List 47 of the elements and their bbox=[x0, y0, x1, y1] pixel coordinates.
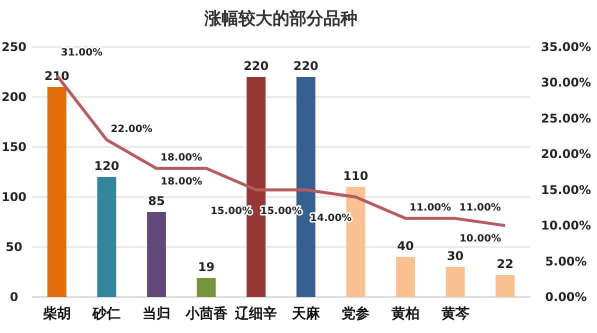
y2-tick-label: 25.00% bbox=[541, 111, 591, 126]
y-tick-label: 150 bbox=[1, 140, 27, 154]
y-tick-label: 0 bbox=[10, 290, 18, 304]
data-label: 22.00% bbox=[110, 124, 152, 135]
data-label: 110 bbox=[343, 169, 368, 183]
data-label: 19 bbox=[198, 260, 215, 274]
x-tick-label: 砂仁 bbox=[92, 306, 121, 322]
x-tick-label: 党参 bbox=[340, 305, 370, 322]
data-label: 40 bbox=[397, 239, 414, 253]
data-label: 10.00% bbox=[459, 234, 502, 245]
y2-tick-label: 35.00% bbox=[541, 40, 591, 54]
bar bbox=[47, 87, 66, 297]
y-tick-label: 100 bbox=[1, 190, 27, 204]
y2-tick-label: 15.00% bbox=[541, 182, 591, 197]
chart-title: 涨幅较大的部分品种 bbox=[204, 9, 358, 29]
bar bbox=[147, 212, 166, 297]
y2-tick-label: 0.00% bbox=[545, 290, 587, 304]
data-label: 30 bbox=[446, 249, 464, 263]
data-label: 18.00% bbox=[160, 176, 202, 188]
data-label: 220 bbox=[244, 59, 269, 73]
data-label: 22 bbox=[496, 257, 514, 271]
data-label: 31.00% bbox=[60, 48, 103, 59]
x-tick-label: 黄柏 bbox=[390, 306, 420, 322]
x-tick-label: 当归 bbox=[142, 306, 170, 322]
y2-tick-label: 10.00% bbox=[541, 218, 591, 233]
x-tick-label: 辽细辛 bbox=[234, 305, 278, 322]
data-label: 220 bbox=[293, 59, 318, 73]
x-tick-label: 小茴香 bbox=[184, 306, 228, 322]
bar bbox=[97, 177, 116, 297]
bar bbox=[196, 278, 216, 297]
y2-tick-label: 5.00% bbox=[545, 254, 587, 268]
data-label: 120 bbox=[94, 159, 120, 173]
y-tick-label: 50 bbox=[6, 240, 22, 254]
data-label: 11.00% bbox=[459, 202, 501, 214]
bar bbox=[496, 275, 515, 297]
y-tick-label: 200 bbox=[1, 90, 27, 104]
x-tick-label: 天麻 bbox=[290, 305, 321, 322]
y-tick-label: 250 bbox=[1, 40, 27, 54]
data-label: 11.00% bbox=[410, 202, 452, 214]
y2-tick-label: 20.00% bbox=[541, 147, 591, 162]
x-tick-label: 柴胡 bbox=[42, 306, 71, 322]
x-tick-label: 黄芩 bbox=[440, 306, 470, 322]
bar bbox=[446, 267, 465, 297]
y2-tick-label: 30.00% bbox=[541, 76, 591, 90]
bar bbox=[396, 257, 415, 297]
data-label: 18.00% bbox=[160, 152, 202, 164]
data-label: 85 bbox=[148, 194, 165, 208]
